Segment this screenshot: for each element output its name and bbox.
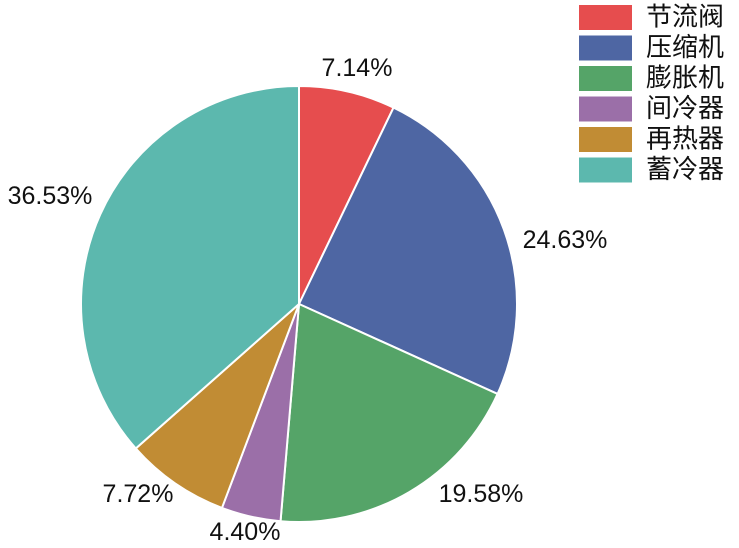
pie-slice <box>298 106 518 395</box>
legend-label: 蓄冷器 <box>646 155 724 185</box>
legend-swatch <box>579 96 632 122</box>
legend-swatch <box>579 5 632 30</box>
legend-item: 蓄冷器 <box>579 155 724 185</box>
legend-label: 膨胀机 <box>646 64 724 94</box>
slice-data-label: 7.72% <box>103 480 174 508</box>
legend-label: 再热器 <box>646 125 724 155</box>
legend-label: 节流阀 <box>646 3 724 33</box>
slice-data-label: 19.58% <box>439 480 524 508</box>
pie-slices <box>80 85 518 523</box>
pie-data-labels: 7.14% 24.63% 19.58% 4.40% 7.72% 36.53% <box>8 54 608 546</box>
legend-swatch <box>579 157 632 183</box>
slice-data-label: 7.14% <box>322 54 393 82</box>
legend-swatch <box>579 127 632 152</box>
legend-item: 间冷器 <box>579 94 724 124</box>
slice-data-label: 36.53% <box>8 182 93 210</box>
legend-item: 压缩机 <box>579 33 724 63</box>
legend-swatch <box>579 66 632 91</box>
legend-label: 压缩机 <box>646 33 724 63</box>
legend-label: 间冷器 <box>646 94 724 124</box>
pie-slice <box>279 303 499 523</box>
slice-data-label: 24.63% <box>523 226 608 254</box>
pie-slice <box>80 85 300 450</box>
legend-item: 节流阀 <box>579 3 724 33</box>
slice-data-label: 4.40% <box>210 518 281 546</box>
legend-item: 再热器 <box>579 125 724 155</box>
pie-slice <box>134 303 300 509</box>
legend-swatch <box>579 35 632 61</box>
legend-item: 膨胀机 <box>579 64 724 94</box>
